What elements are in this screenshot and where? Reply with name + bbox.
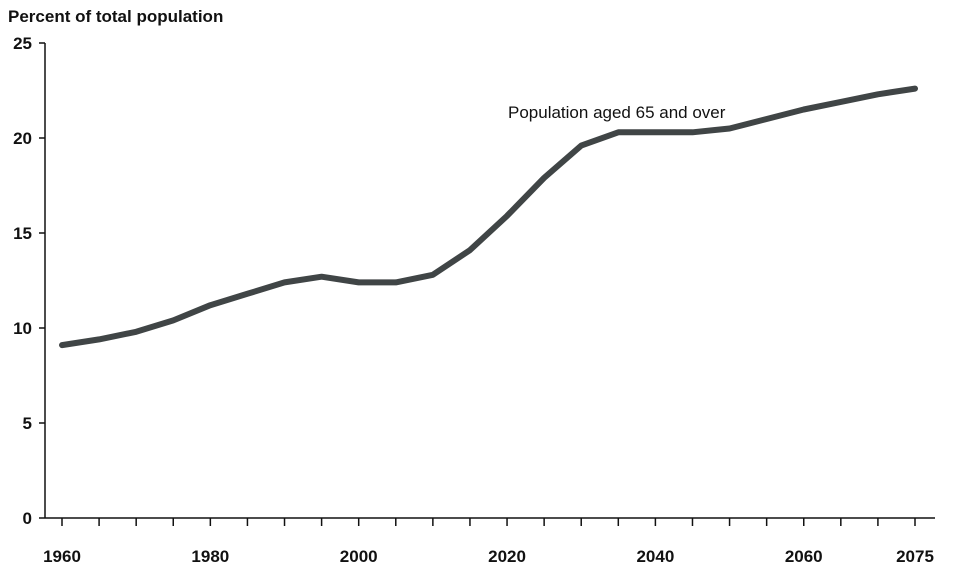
x-tick-label: 1960 [43, 547, 81, 566]
data-point [840, 101, 842, 103]
data-point [172, 319, 174, 321]
data-point [135, 331, 137, 333]
data-point [803, 109, 805, 110]
x-tick-label: 2020 [488, 547, 526, 566]
data-point [469, 249, 471, 251]
x-axis-ticks: 1960 1980 2000 2020 2040 2060 2075 [43, 518, 934, 566]
data-point [729, 128, 731, 129]
data-point [209, 304, 211, 306]
y-axis-title: Percent of total population [8, 7, 223, 26]
x-tick-label: 2000 [340, 547, 378, 566]
series-layer [59, 85, 918, 349]
x-tick-label: 2060 [785, 547, 823, 566]
series-annotation: Population aged 65 and over [508, 103, 726, 122]
y-tick-label: 10 [13, 319, 32, 338]
data-point [61, 344, 63, 346]
axes [44, 43, 935, 519]
y-tick-label: 15 [13, 224, 32, 243]
y-tick-label: 20 [13, 129, 32, 148]
data-point [358, 281, 360, 283]
data-point [321, 276, 323, 278]
x-tick-label: 1980 [191, 547, 229, 566]
data-point [654, 131, 656, 133]
data-point [506, 215, 508, 217]
data-point [766, 118, 768, 120]
y-tick-label: 25 [13, 34, 32, 53]
series-line [59, 85, 918, 349]
x-tick-label: 2075 [896, 547, 934, 566]
data-point [432, 274, 434, 276]
y-tick-label: 0 [23, 509, 32, 528]
data-point [877, 93, 879, 95]
data-point [914, 88, 916, 90]
data-point [246, 293, 248, 295]
data-point [284, 281, 285, 283]
data-point [543, 177, 545, 179]
data-point [617, 131, 619, 133]
x-tick-label: 2040 [636, 547, 674, 566]
data-point [692, 131, 693, 133]
data-point [98, 338, 100, 340]
y-tick-label: 5 [23, 414, 32, 433]
data-point [395, 281, 397, 283]
y-axis-ticks: 0 5 10 15 20 25 [13, 34, 45, 528]
data-point [580, 145, 582, 147]
